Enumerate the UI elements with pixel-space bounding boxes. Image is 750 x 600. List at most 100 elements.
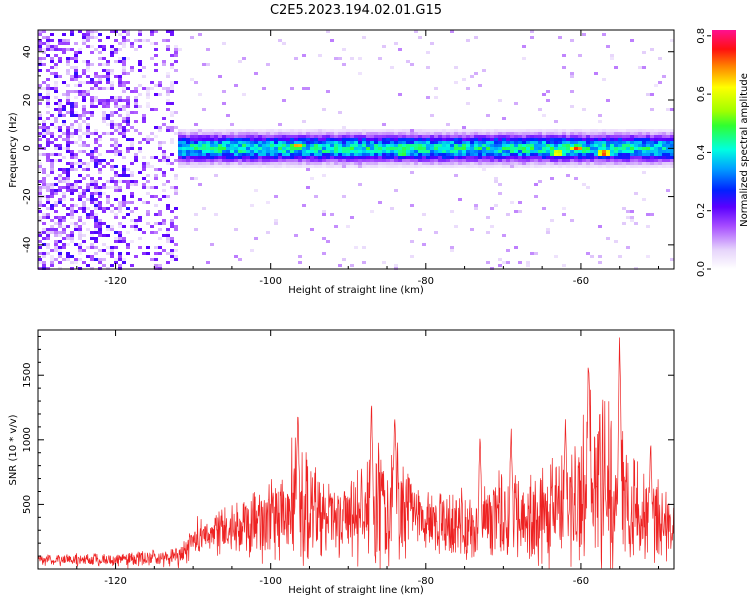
spectrogram-cell <box>518 138 522 141</box>
spectrogram-cell <box>58 108 62 111</box>
spectrogram-cell <box>234 129 238 132</box>
spectrogram-cell <box>122 132 126 135</box>
spectrogram-cell <box>406 150 410 153</box>
spectrogram-cell <box>502 141 506 144</box>
spectrogram-cell <box>174 249 178 252</box>
spectrogram-cell <box>442 132 446 135</box>
spectrogram-cell <box>142 252 146 255</box>
spectrogram-cell <box>258 132 262 135</box>
spectrogram-cell <box>630 144 634 147</box>
spectrogram-cell <box>62 105 66 108</box>
spectrogram-cell <box>542 138 546 141</box>
spectrogram-cell <box>406 147 410 150</box>
spectrogram-cell <box>86 132 90 135</box>
spectrogram-cell <box>430 162 434 165</box>
spectrogram-cell <box>118 99 122 102</box>
spectrogram-cell <box>394 264 398 267</box>
spectrogram-cell <box>90 213 94 216</box>
spectrogram-cell <box>126 168 130 171</box>
spectrogram-cell <box>394 159 398 162</box>
spectrogram-cell <box>546 99 550 102</box>
spectrogram-cell <box>334 165 338 168</box>
spectrogram-cell <box>326 129 330 132</box>
spectrogram-cell <box>562 129 566 132</box>
spectrogram-cell <box>198 144 202 147</box>
spectrogram-cell <box>458 141 462 144</box>
spectrogram-cell <box>634 138 638 141</box>
spectrogram-cell <box>454 132 458 135</box>
spectrogram-cell <box>150 138 154 141</box>
spectrogram-cell <box>294 144 298 147</box>
spectrogram-cell <box>602 147 606 150</box>
spectrogram-cell <box>618 156 622 159</box>
spectrogram-cell <box>218 165 222 168</box>
spectrogram-cell <box>374 132 378 135</box>
spectrogram-cell <box>498 162 502 165</box>
spectrogram-cell <box>114 60 118 63</box>
spectrogram-cell <box>254 147 258 150</box>
spectrogram-cell <box>450 132 454 135</box>
spectrogram-cell <box>238 156 242 159</box>
spectrogram-cell <box>154 195 158 198</box>
spectrogram-cell <box>74 105 78 108</box>
spectrogram-cell <box>282 144 286 147</box>
spectrogram-cell <box>174 258 178 261</box>
spectrogram-cell <box>514 246 518 249</box>
spectrogram-cell <box>390 141 394 144</box>
spectrogram-cell <box>434 162 438 165</box>
spectrogram-cell <box>210 129 214 132</box>
spectrogram-cell <box>174 48 178 51</box>
spectrogram-cell <box>138 105 142 108</box>
spectrogram-cell <box>666 159 670 162</box>
spectrogram-cell <box>54 258 58 261</box>
spectrogram-cell <box>106 132 110 135</box>
spectrogram-cell <box>314 156 318 159</box>
spectrogram-cell <box>198 162 202 165</box>
spectrogram-cell <box>594 162 598 165</box>
spectrogram-cell <box>210 150 214 153</box>
spectrogram-cell <box>350 57 354 60</box>
spectrogram-cell <box>310 150 314 153</box>
spectrogram-cell <box>526 162 530 165</box>
spectrogram-cell <box>74 258 78 261</box>
spectrogram-cell <box>250 150 254 153</box>
spectrogram-cell <box>222 162 226 165</box>
spectrogram-cell <box>326 150 330 153</box>
spectrogram-cell <box>558 36 562 39</box>
spectrogram-cell <box>134 159 138 162</box>
spectrogram-cell <box>126 180 130 183</box>
spectrogram-cell <box>98 75 102 78</box>
spectrogram-cell <box>70 162 74 165</box>
spectrogram-cell <box>266 156 270 159</box>
spectrogram-cell <box>478 135 482 138</box>
spectrogram-cell <box>154 264 158 267</box>
spectrogram-cell <box>174 174 178 177</box>
spectrogram-cell <box>490 156 494 159</box>
spectrogram-cell <box>194 132 198 135</box>
spectrogram-cell <box>146 39 150 42</box>
spectrogram-cell <box>346 156 350 159</box>
spectrogram-cell <box>602 138 606 141</box>
spectrogram-cell <box>338 159 342 162</box>
spectrogram-cell <box>426 156 430 159</box>
spectrogram-cell <box>410 138 414 141</box>
spectrogram-cell <box>154 174 158 177</box>
spectrogram-cell <box>354 150 358 153</box>
spectrogram-cell <box>518 147 522 150</box>
spectrogram-cell <box>38 114 42 117</box>
spectrogram-cell <box>138 216 142 219</box>
spectrogram-cell <box>114 189 118 192</box>
spectrogram-cell <box>114 231 118 234</box>
spectrogram-cell <box>474 162 478 165</box>
spectrogram-cell <box>394 156 398 159</box>
spectrogram-cell <box>642 147 646 150</box>
spectrogram-cell <box>606 159 610 162</box>
spectrogram-cell <box>82 162 86 165</box>
spectrogram-cell <box>74 162 78 165</box>
spectrogram-cell <box>50 168 54 171</box>
spectrogram-cell <box>314 135 318 138</box>
spectrogram-cell <box>86 216 90 219</box>
spectrogram-cell <box>46 216 50 219</box>
spectrogram-cell <box>282 138 286 141</box>
